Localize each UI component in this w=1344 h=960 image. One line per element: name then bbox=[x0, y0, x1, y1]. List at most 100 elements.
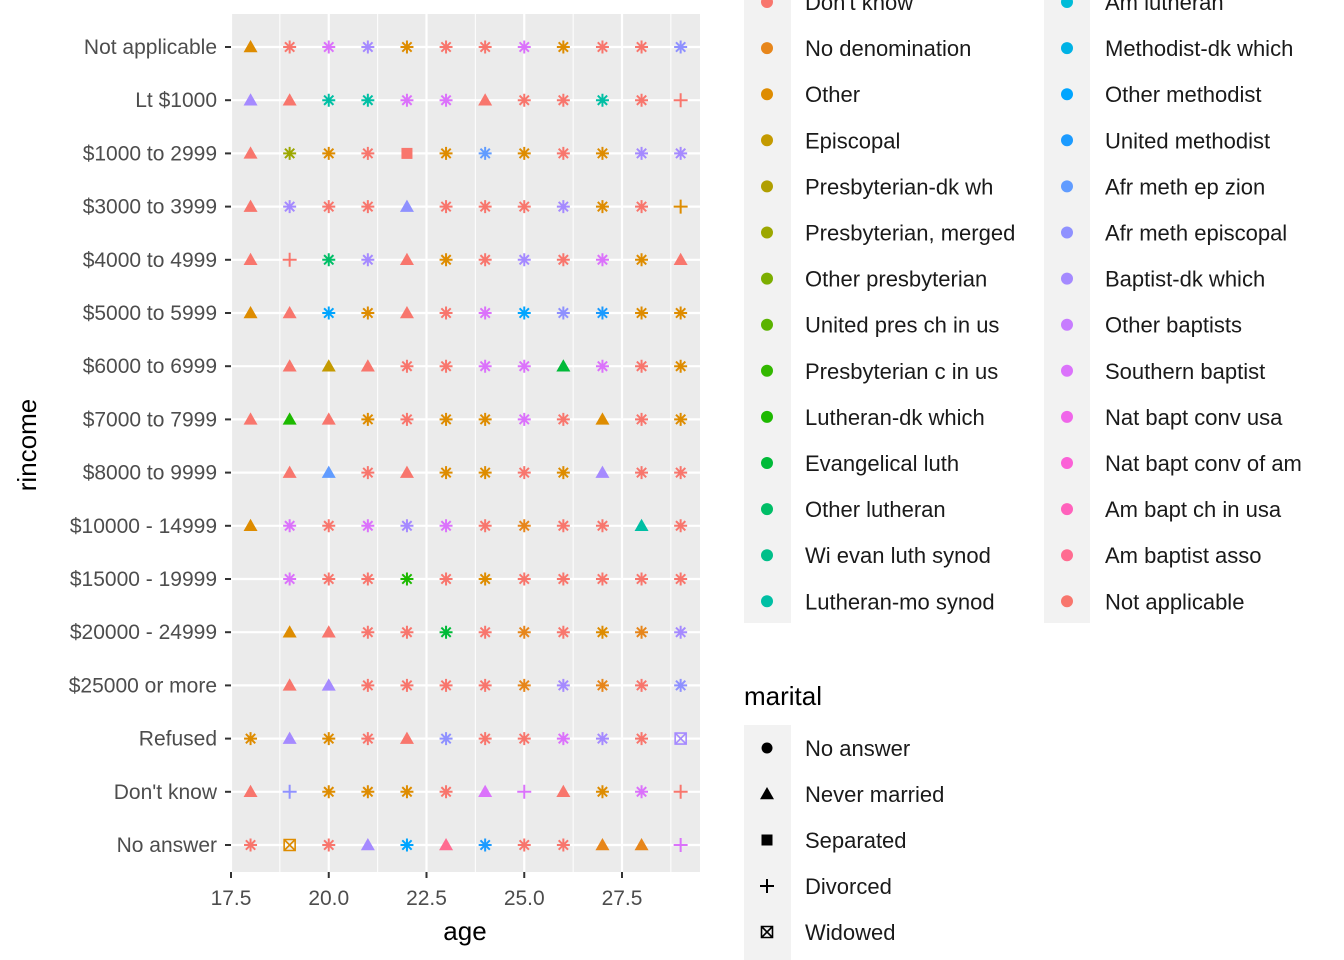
data-point bbox=[282, 465, 297, 478]
y-tick-label: $6000 to 6999 bbox=[83, 355, 217, 378]
data-point bbox=[283, 572, 297, 586]
y-axis: No answer Don't know Refused $25000 or more… bbox=[69, 36, 231, 857]
legend-label: Don't know bbox=[805, 0, 913, 15]
data-point bbox=[595, 572, 609, 586]
data-point bbox=[478, 146, 492, 160]
data-point bbox=[556, 40, 570, 54]
data-point bbox=[361, 412, 375, 426]
legend-key-not-applicable bbox=[1061, 595, 1073, 608]
data-point bbox=[321, 625, 336, 638]
data-point bbox=[478, 412, 492, 426]
data-point bbox=[478, 784, 493, 798]
data-point bbox=[556, 359, 571, 372]
data-point bbox=[361, 678, 375, 692]
data-point bbox=[556, 253, 570, 267]
data-point bbox=[517, 678, 531, 692]
minor-grid bbox=[279, 14, 672, 872]
data-point bbox=[556, 732, 570, 746]
data-point bbox=[439, 572, 453, 586]
data-point bbox=[556, 466, 570, 480]
data-point bbox=[399, 731, 414, 744]
data-point bbox=[595, 838, 610, 851]
data-point bbox=[361, 253, 375, 267]
legend-label: Widowed bbox=[805, 920, 895, 945]
data-point bbox=[322, 93, 336, 107]
data-point bbox=[673, 199, 688, 214]
data-point bbox=[439, 146, 453, 160]
legend-key-nat-bapt-conv-of-am bbox=[1061, 457, 1073, 469]
data-point bbox=[282, 93, 297, 106]
y-tick-label: $10000 - 14999 bbox=[70, 515, 217, 538]
legend-label: Other lutheran bbox=[805, 497, 946, 522]
data-point bbox=[361, 785, 375, 799]
data-point bbox=[283, 146, 297, 160]
data-point bbox=[478, 359, 492, 373]
legend-key-other-presbyterian bbox=[761, 272, 773, 285]
data-point bbox=[478, 466, 492, 480]
data-point bbox=[517, 466, 531, 480]
data-point bbox=[243, 146, 258, 159]
legend-key-never-married bbox=[760, 787, 774, 800]
marital-legend: marital No answer Never married Separated Di… bbox=[744, 681, 944, 960]
data-point bbox=[635, 466, 649, 480]
legend-label: Other baptists bbox=[1105, 313, 1242, 338]
legend-label: Presbyterian-dk wh bbox=[805, 174, 993, 199]
data-point bbox=[635, 625, 649, 639]
data-point bbox=[517, 146, 531, 160]
legend-key-bg bbox=[744, 0, 791, 623]
legend-key-evangelical-luth bbox=[761, 457, 773, 469]
x-tick-label: 27.5 bbox=[602, 887, 643, 910]
data-point bbox=[673, 838, 688, 852]
data-point bbox=[243, 784, 258, 798]
data-point bbox=[517, 625, 531, 639]
data-point bbox=[556, 200, 570, 214]
y-tick-label: Not applicable bbox=[84, 36, 217, 59]
data-point bbox=[478, 306, 492, 320]
data-point bbox=[400, 572, 414, 586]
legend-label: No answer bbox=[805, 736, 910, 761]
data-point bbox=[635, 93, 649, 107]
legend-key-separated bbox=[761, 834, 773, 846]
data-point bbox=[361, 732, 375, 746]
legend-key-presbyterian-dk-wh bbox=[761, 180, 773, 193]
data-point bbox=[439, 678, 453, 692]
legend-label: Divorced bbox=[805, 874, 892, 899]
legend-label: United methodist bbox=[1105, 128, 1270, 153]
legend-label: Presbyterian, merged bbox=[805, 221, 1015, 246]
legend-key-united-pres-ch-in-us bbox=[761, 318, 773, 331]
data-point bbox=[478, 40, 492, 54]
data-point bbox=[243, 40, 258, 53]
y-tick-label: $25000 or more bbox=[69, 674, 217, 697]
relig-legend: Don't know No denomination Other Episcopal P… bbox=[744, 0, 1302, 623]
legend-label: Never married bbox=[805, 782, 944, 807]
legend-label: Episcopal bbox=[805, 128, 900, 153]
data-point bbox=[517, 732, 531, 746]
data-point bbox=[400, 40, 414, 54]
data-point bbox=[361, 93, 375, 107]
legend-key-am-baptist-asso bbox=[1061, 549, 1073, 562]
data-point bbox=[478, 572, 492, 586]
data-point bbox=[283, 200, 297, 214]
data-point bbox=[322, 519, 336, 533]
y-tick-label: $20000 - 24999 bbox=[70, 621, 217, 644]
data-point bbox=[361, 466, 375, 480]
data-point bbox=[360, 359, 375, 372]
legend-key-other bbox=[761, 88, 773, 101]
data-point bbox=[243, 412, 258, 425]
legend-label: United pres ch in us bbox=[805, 313, 999, 338]
legend-label: Baptist-dk which bbox=[1105, 267, 1265, 292]
legend-key-baptist-dk-which bbox=[1061, 272, 1073, 285]
x-axis-title: age bbox=[443, 916, 486, 946]
data-point bbox=[517, 359, 531, 373]
data-point bbox=[322, 732, 336, 746]
data-point bbox=[400, 519, 414, 533]
data-point bbox=[635, 253, 649, 267]
data-point bbox=[556, 625, 570, 639]
data-point bbox=[401, 147, 413, 159]
data-point bbox=[439, 306, 453, 320]
data-point bbox=[635, 732, 649, 746]
data-point bbox=[439, 359, 453, 373]
data-point bbox=[399, 199, 414, 212]
data-point bbox=[478, 732, 492, 746]
data-point bbox=[674, 572, 688, 586]
